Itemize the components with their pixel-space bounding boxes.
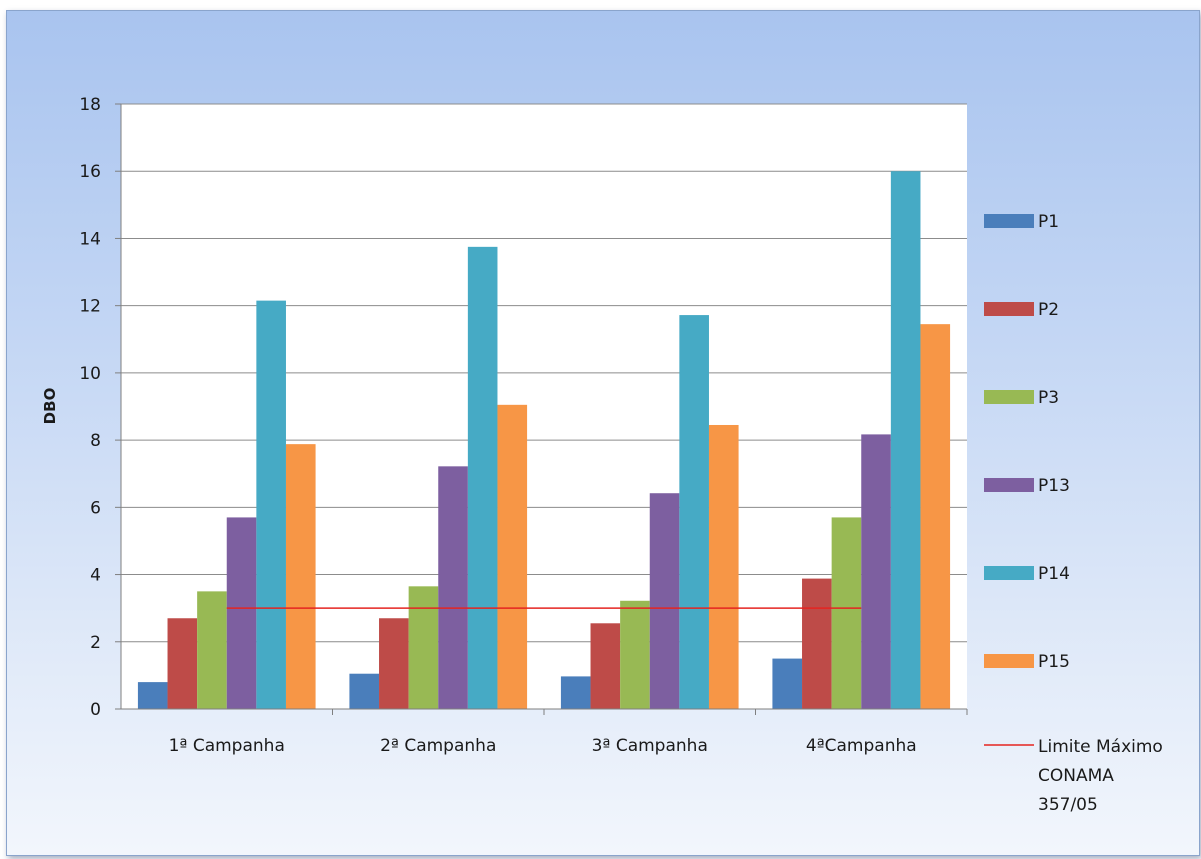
y-tick-label: 16 [79, 162, 101, 182]
bar-p2 [167, 618, 198, 709]
legend-swatch-p3 [984, 390, 1034, 404]
dbo-bar-chart: 0 2 4 6 8 10 12 14 16 18 1ª Campanha 2ª Campanha 3ª… [41, 95, 1163, 815]
x-tick-label: 1ª Campanha [169, 736, 285, 756]
bar-p13 [861, 434, 891, 709]
bar-p2 [379, 618, 409, 709]
y-tick-label: 18 [79, 95, 101, 115]
legend-label-limit: 357/05 [1038, 795, 1098, 815]
bar-p1 [349, 673, 380, 709]
bar-p1 [772, 658, 803, 709]
legend-label-p2: P2 [1038, 300, 1059, 320]
legend-swatch-p1 [984, 214, 1034, 228]
y-tick-label: 0 [90, 700, 101, 720]
legend-label-limit: Limite Máximo [1038, 737, 1163, 757]
x-tick-labels: 1ª Campanha 2ª Campanha 3ª Campanha 4ªCampa… [169, 736, 917, 756]
chart-frame: 0 2 4 6 8 10 12 14 16 18 1ª Campanha 2ª Campanha 3ª… [6, 10, 1200, 856]
legend-label-p15: P15 [1038, 652, 1070, 672]
bar-p14 [256, 300, 286, 709]
y-tick-label: 2 [90, 633, 101, 653]
x-tick-label: 3ª Campanha [592, 736, 708, 756]
x-tick-label: 4ªCampanha [806, 736, 917, 756]
bar-p15 [285, 444, 316, 709]
bar-p3 [620, 600, 650, 709]
legend-label-p1: P1 [1038, 212, 1059, 232]
y-tick-label: 14 [79, 229, 101, 249]
legend-swatch-p14 [984, 566, 1034, 580]
legend: P1 P2 P3 P13 P14 P15 Limite Máximo CONAMA 357/05 [984, 212, 1163, 815]
bar-p2 [590, 623, 621, 709]
bar-p1 [560, 676, 591, 709]
legend-label-p3: P3 [1038, 388, 1059, 408]
y-tick-label: 12 [79, 297, 101, 317]
bars [137, 171, 951, 709]
bar-p15 [708, 424, 739, 709]
y-tick-label: 8 [90, 431, 101, 451]
bar-p1 [137, 682, 168, 709]
bar-p13 [649, 493, 680, 709]
axes [115, 103, 968, 715]
legend-swatch-p15 [984, 654, 1034, 668]
bar-p3 [831, 517, 862, 709]
y-tick-label: 6 [90, 498, 101, 518]
legend-label-limit: CONAMA [1038, 766, 1114, 786]
bar-p13 [438, 466, 468, 709]
y-tick-labels: 0 2 4 6 8 10 12 14 16 18 [79, 95, 101, 720]
bar-p13 [226, 517, 257, 709]
bar-p3 [197, 591, 227, 709]
bar-p14 [890, 171, 921, 709]
bar-p14 [679, 315, 709, 709]
legend-swatch-p13 [984, 478, 1034, 492]
bar-p15 [497, 404, 528, 709]
y-tick-label: 10 [79, 364, 101, 384]
legend-swatch-p2 [984, 302, 1034, 316]
y-axis-label: DBO [41, 388, 59, 425]
bar-p2 [802, 578, 832, 709]
legend-label-p13: P13 [1038, 476, 1070, 496]
bar-p14 [467, 246, 498, 709]
legend-label-p14: P14 [1038, 564, 1070, 584]
y-tick-label: 4 [90, 566, 101, 586]
x-tick-label: 2ª Campanha [380, 736, 496, 756]
bar-p15 [920, 324, 951, 709]
bar-p3 [408, 586, 439, 709]
